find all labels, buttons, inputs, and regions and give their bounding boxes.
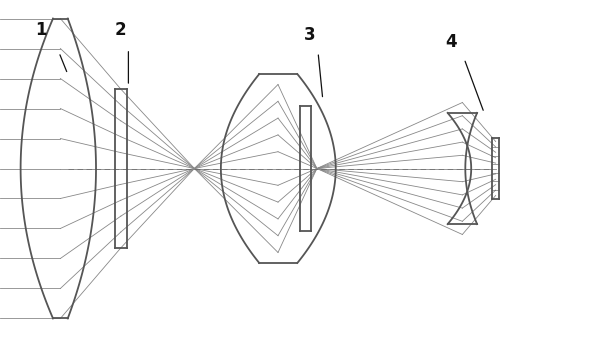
Text: 3: 3 — [303, 26, 315, 44]
Text: 4: 4 — [445, 33, 456, 51]
Text: 1: 1 — [35, 21, 47, 39]
Text: 2: 2 — [115, 21, 127, 39]
